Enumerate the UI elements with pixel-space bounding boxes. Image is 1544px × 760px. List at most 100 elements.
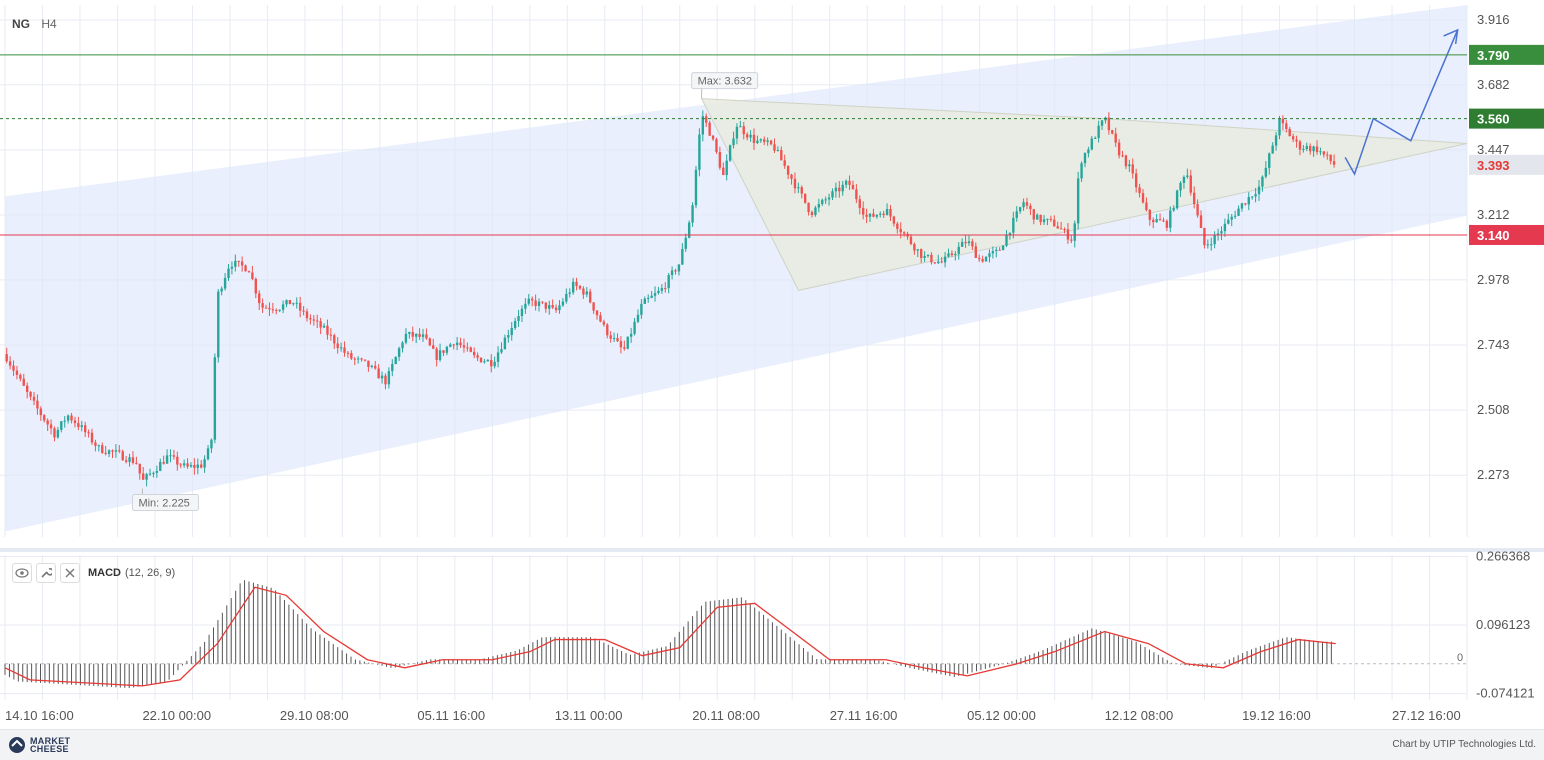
candle-body (237, 260, 240, 262)
candle-body (510, 327, 513, 336)
candle-body (179, 464, 182, 466)
candle-body (667, 275, 670, 289)
time-tick-label: 29.10 08:00 (280, 708, 349, 723)
candle-body (1274, 135, 1278, 146)
candle-body (346, 352, 350, 354)
candle-body (524, 303, 527, 309)
candle-body (343, 347, 346, 353)
candle-body (957, 246, 960, 254)
annotation-box (131, 494, 199, 512)
macd-panel: 0.266368 0.096123 -0.074121 0 (4, 548, 1535, 701)
candle-body (196, 464, 199, 468)
candle-body (855, 189, 858, 200)
eye-icon[interactable] (12, 563, 32, 583)
close-icon[interactable] (60, 563, 80, 583)
candle-body (879, 213, 882, 215)
candle-body (1138, 187, 1141, 194)
wrench-icon[interactable] (36, 563, 56, 583)
time-tick-label: 13.11 00:00 (555, 708, 623, 723)
candle-body (176, 456, 179, 465)
candle-body (909, 236, 913, 244)
macd-tick-label: 0.096123 (1476, 617, 1530, 632)
price-tick-label: 2.978 (1477, 272, 1510, 287)
candle-body (445, 346, 449, 353)
candle-body (1049, 218, 1053, 220)
candle-body (995, 249, 998, 252)
candle-body (1288, 128, 1291, 137)
candle-body (773, 144, 776, 151)
timeframe-label[interactable]: H4 (41, 17, 57, 31)
candle-body (585, 291, 588, 295)
candle-body (466, 347, 469, 349)
candle-body (664, 288, 667, 290)
candle-body (602, 321, 606, 325)
candle-body (1223, 223, 1227, 232)
candle-body (681, 248, 684, 265)
candle-body (104, 452, 107, 454)
candle-body (210, 439, 213, 449)
candle-body (991, 251, 995, 254)
candle-body (940, 261, 943, 263)
candle-body (483, 361, 486, 363)
candle-body (500, 349, 503, 353)
candle-body (80, 425, 83, 427)
candle-body (861, 207, 865, 215)
current-price-label: 3.393 (1477, 158, 1510, 173)
candle-body (152, 472, 155, 474)
candle-body (998, 249, 1001, 251)
candle-body (476, 355, 479, 358)
chart-credit: Chart by UTIP Technologies Ltd. (1392, 739, 1536, 750)
candle-body (1059, 228, 1063, 230)
candle-body (90, 432, 94, 443)
candle-body (97, 445, 101, 447)
candle-body (858, 199, 861, 208)
candle-body (206, 448, 210, 460)
candle-body (32, 396, 36, 401)
candle-body (312, 319, 316, 321)
candle-body (1261, 176, 1264, 187)
candle-body (462, 345, 466, 348)
candle-body (865, 214, 868, 217)
candle-body (329, 334, 333, 336)
candle-body (1233, 215, 1237, 217)
candle-body (821, 199, 824, 205)
candle-body (1247, 197, 1250, 205)
candle-body (363, 359, 367, 361)
candle-body (1036, 214, 1039, 220)
candle-body (240, 261, 244, 266)
price-tick-label: 2.508 (1477, 402, 1510, 417)
candle-body (350, 353, 353, 359)
price-tick-label: 2.273 (1477, 467, 1510, 482)
current-price-tag (1469, 154, 1544, 175)
candle-body (1008, 232, 1012, 235)
candle-body (230, 266, 234, 269)
candle-body (66, 415, 70, 421)
candle-body (131, 457, 135, 463)
candle-body (715, 139, 718, 152)
macd-tick-label: 0.266368 (1476, 548, 1530, 563)
candle-body (650, 295, 653, 298)
candle-body (1257, 186, 1261, 195)
candle-body (705, 116, 708, 123)
candle-body (121, 451, 124, 461)
market-cheese-logo[interactable]: MARKET CHEESE (8, 736, 70, 754)
candle-body (964, 242, 967, 244)
candle-body (1046, 218, 1049, 220)
candle-body (278, 309, 281, 311)
candle-body (1281, 118, 1285, 124)
candle-body (1165, 220, 1169, 228)
candle-body (1210, 244, 1213, 246)
symbol-bar: NG H4 (12, 17, 57, 31)
candle-body (1097, 125, 1100, 139)
candle-body (1305, 146, 1308, 150)
candle-body (414, 333, 418, 337)
panel-separator (0, 548, 1544, 552)
candle-body (281, 304, 285, 310)
candle-body (609, 335, 612, 339)
candle-body (1032, 209, 1036, 220)
time-tick-label: 22.10 00:00 (142, 708, 211, 723)
candle-body (1329, 154, 1332, 162)
candle-body (718, 151, 722, 168)
candle-body (261, 303, 264, 308)
